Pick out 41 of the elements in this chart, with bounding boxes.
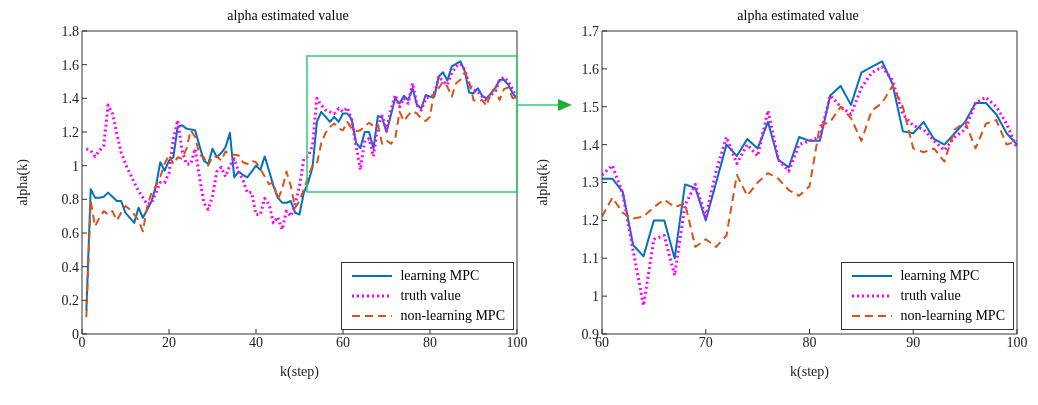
chart-title: alpha estimated value: [226, 8, 350, 24]
x-tick-label: 70: [698, 334, 713, 350]
y-tick-label: 1.4: [581, 137, 599, 153]
x-tick-label: 80: [423, 334, 437, 350]
line-series: [602, 60, 1017, 260]
y-axis-title: alpha(k): [534, 158, 551, 206]
y-tick-label: 1.5: [581, 99, 599, 115]
x-tick-label: 100: [506, 334, 528, 350]
y-tick-label: 1.6: [581, 61, 599, 77]
y-tick-label: 0.2: [61, 293, 79, 309]
x-tick-label: 90: [906, 334, 921, 350]
y-tick-label: 1: [592, 289, 599, 305]
y-tick-label: 1.3: [581, 175, 599, 191]
legend-label: learning MPC: [400, 268, 480, 284]
legend-label: truth value: [400, 288, 461, 304]
legend-label: non-learning MPC: [400, 308, 505, 324]
y-tick-label: 1.1: [581, 251, 599, 267]
y-tick-label: 1.2: [61, 124, 79, 140]
x-tick-label: 20: [162, 334, 176, 350]
line-series: [602, 65, 1017, 308]
line-series: [84, 62, 517, 232]
y-tick-label: 1.7: [581, 23, 599, 39]
legend-label: non-learning MPC: [900, 308, 1005, 324]
y-axis-title: alpha(k): [14, 158, 31, 206]
x-axis-title: k(step): [280, 364, 320, 380]
y-tick-label: 1.8: [61, 23, 79, 39]
x-tick-label: 60: [336, 334, 350, 350]
x-tick-label: 80: [802, 334, 817, 350]
x-tick-label: 40: [249, 334, 263, 350]
y-tick-label: 1.2: [581, 213, 599, 229]
y-tick-label: 0.4: [61, 259, 79, 275]
y-tick-label: 0.6: [61, 225, 79, 241]
x-axis-title: k(step): [790, 364, 830, 380]
legend-label: learning MPC: [900, 268, 980, 284]
y-tick-label: 1: [72, 158, 79, 174]
y-tick-label: 1.4: [61, 91, 79, 107]
legend-label: truth value: [900, 288, 961, 304]
chart-title: alpha estimated value: [736, 8, 860, 24]
x-tick-label: 100: [1006, 334, 1028, 350]
y-tick-label: 1.6: [61, 57, 79, 73]
y-tick-label: 0.8: [61, 192, 79, 208]
